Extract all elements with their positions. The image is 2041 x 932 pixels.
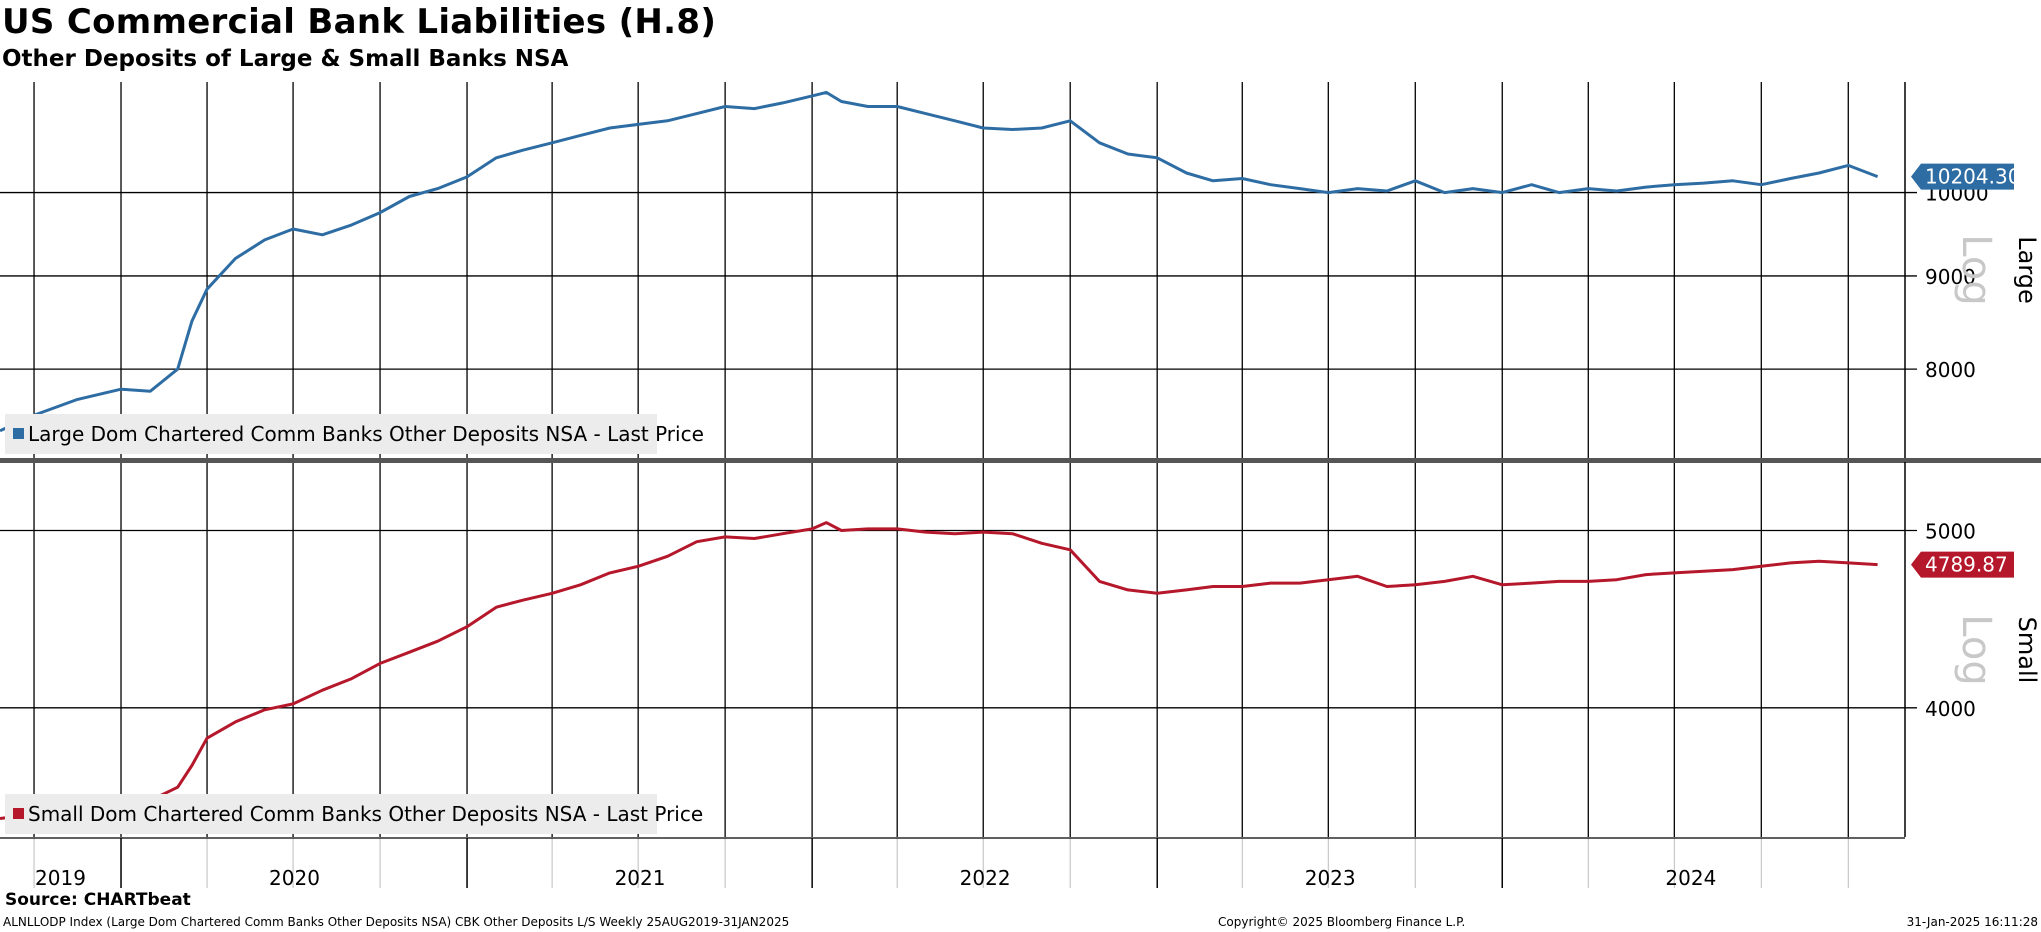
legend-swatch [13,428,24,439]
panel-divider [0,458,2041,463]
legend-swatch [13,808,24,819]
last-value-label: 4789.87 [1925,553,2008,577]
grid-layer [0,82,2041,888]
year-label: 2022 [960,866,1011,890]
series-line-large [0,90,1879,433]
last-value-label: 10204.30 [1925,165,2020,189]
year-label: 2021 [615,866,666,890]
year-label: 2024 [1665,866,1716,890]
y-tick-label: 5000 [1925,519,1976,543]
legend-box [5,794,657,834]
source-note: Source: CHARTbeat [5,890,191,910]
y-tick-label: 4000 [1925,697,1976,721]
axis-layer: 800090001000010204.30LargeLog40005000478… [0,82,2041,890]
year-label: 2020 [269,866,320,890]
chart-canvas: Large Dom Chartered Comm Banks Other Dep… [0,82,2041,890]
footer-copyright: Copyright© 2025 Bloomberg Finance L.P. [1218,915,1466,929]
log-scale-label: Log [1953,614,1999,685]
year-label: 2019 [35,866,86,890]
last-value-badge [1911,163,2014,190]
legend-label: Large Dom Chartered Comm Banks Other Dep… [28,422,704,446]
chart-subtitle: Other Deposits of Large & Small Banks NS… [2,46,569,72]
y-tick-label: 8000 [1925,358,1976,382]
y-tick-label: 9000 [1925,265,1976,289]
legend-box [5,414,657,454]
panel-label-large: Large [2013,236,2041,304]
year-label: 2023 [1305,866,1356,890]
legend-layer: Large Dom Chartered Comm Banks Other Dep… [5,414,704,834]
series-layer [0,90,1879,820]
log-scale-label: Log [1953,234,1999,305]
series-line-small [0,521,1878,820]
legend-label: Small Dom Chartered Comm Banks Other Dep… [28,802,703,826]
chart-title: US Commercial Bank Liabilities (H.8) [2,2,717,42]
footer-timestamp: 31-Jan-2025 16:11:28 [1906,915,2038,929]
panel-label-small: Small [2013,617,2041,684]
last-value-badge [1911,551,2014,578]
footer-description: ALNLLODP Index (Large Dom Chartered Comm… [3,915,790,929]
